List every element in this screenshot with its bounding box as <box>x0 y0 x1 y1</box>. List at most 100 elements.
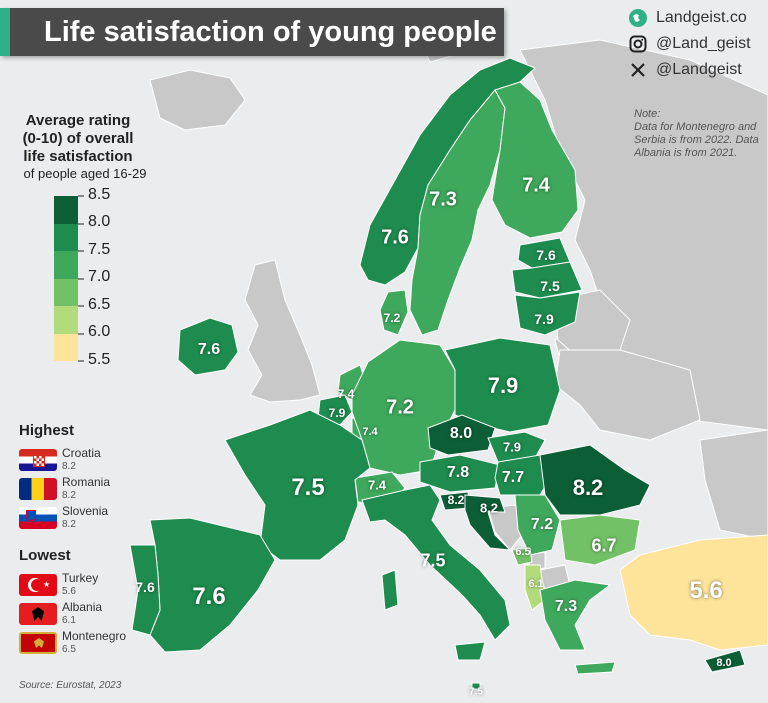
value-label-estonia: 7.6 <box>536 247 556 263</box>
page-title: Life satisfaction of young people <box>44 16 497 48</box>
value-label-germany: 7.2 <box>386 396 414 419</box>
lowest-title: Lowest <box>19 547 71 564</box>
value-label-norway: 7.6 <box>381 226 409 249</box>
entry-value: 8.2 <box>62 461 76 472</box>
turkey-flag-icon: ★ <box>19 574 57 596</box>
value-label-denmark: 7.2 <box>383 311 401 325</box>
region-sicily <box>454 641 486 661</box>
iceland-shape <box>149 69 246 131</box>
globe-icon <box>628 8 648 28</box>
value-label-czechia: 8.0 <box>449 425 473 442</box>
note-heading: Note: <box>634 108 661 120</box>
region-albania <box>524 564 546 611</box>
value-label-slovakia: 7.9 <box>502 439 522 455</box>
highest-entry-slovenia: Slovenia 8.2 <box>19 505 108 531</box>
entry-country: Montenegro <box>62 629 127 643</box>
scale-swatch <box>54 196 78 224</box>
social-row-x[interactable]: @Landgeist <box>628 58 768 82</box>
region-portugal <box>129 544 161 636</box>
source-caption: Source: Eurostat, 2023 <box>19 680 122 691</box>
value-label-croatia: 8.2 <box>479 500 499 516</box>
value-label-italy: 7.5 <box>420 550 446 571</box>
value-label-luxembourg: 7.4 <box>362 426 378 438</box>
region-ireland <box>177 317 239 376</box>
region-greece <box>539 579 612 651</box>
region-czechia <box>427 414 496 456</box>
social-row-instagram[interactable]: @Land_geist <box>628 32 768 56</box>
scale-swatch <box>54 251 78 279</box>
value-label-netherlands: 7.4 <box>337 387 355 401</box>
entry-country: Romania <box>62 475 111 489</box>
value-label-sweden: 7.3 <box>429 188 457 211</box>
scale-swatch <box>54 334 78 361</box>
lowest-entry-albania: Albania 6.1 <box>19 601 102 627</box>
value-label-switzerland: 7.4 <box>367 477 387 493</box>
albania-flag-icon <box>19 603 57 625</box>
scale-label: 5.5 <box>88 351 111 368</box>
region-poland <box>444 337 561 433</box>
romania-flag-icon <box>19 478 57 500</box>
value-label-slovenia: 8.2 <box>447 493 465 507</box>
social-links: Landgeist.co @Land_geist @Landgeist <box>628 6 768 84</box>
legend-title-line: life satisfaction <box>23 148 133 165</box>
scale-label: 7.5 <box>88 241 111 258</box>
region-cyprus <box>704 649 746 673</box>
scale-label: 6.0 <box>88 323 111 340</box>
x-icon <box>628 60 648 80</box>
region-crete <box>574 661 616 675</box>
scale-swatch <box>54 279 78 306</box>
region-croatia <box>464 494 512 551</box>
value-label-poland: 7.9 <box>487 373 519 398</box>
region-lithuania <box>514 291 581 336</box>
instagram-text: @Land_geist <box>656 35 751 52</box>
data-countries <box>129 57 768 690</box>
region-denmark <box>379 289 409 336</box>
legend-title: Average rating (0-10) of overall life sa… <box>14 112 142 166</box>
slovenia-flag-icon <box>19 507 57 529</box>
value-label-france: 7.5 <box>291 474 325 501</box>
region-sweden <box>409 89 506 336</box>
montenegro-flag-icon <box>19 632 57 654</box>
value-label-portugal: 7.6 <box>135 579 155 595</box>
value-label-spain: 7.6 <box>192 583 226 610</box>
social-row-website[interactable]: Landgeist.co <box>628 6 768 30</box>
x-text: @Landgeist <box>656 61 742 78</box>
value-label-malta: 7.5 <box>469 686 483 698</box>
region-bulgaria <box>559 514 641 566</box>
scale-label: 8.0 <box>88 213 111 230</box>
value-label-belgium: 7.9 <box>328 406 346 420</box>
scale-label: 6.5 <box>88 296 111 313</box>
value-label-finland: 7.4 <box>522 174 550 197</box>
region-austria <box>419 454 501 493</box>
entry-value: 6.1 <box>62 615 76 626</box>
value-label-albania: 6.1 <box>528 578 544 590</box>
legend-color-scale <box>54 195 84 362</box>
region-romania <box>539 444 651 516</box>
region-montenegro <box>511 547 533 566</box>
entry-country: Turkey <box>62 571 99 585</box>
entry-country: Slovenia <box>62 504 109 518</box>
instagram-icon <box>628 34 648 54</box>
highest-title: Highest <box>19 422 75 439</box>
region-italy <box>361 484 511 641</box>
scale-label: 7.0 <box>88 268 111 285</box>
value-label-latvia: 7.5 <box>540 278 560 294</box>
region-latvia <box>511 261 583 299</box>
no-data-countries <box>149 34 768 591</box>
entry-value: 8.2 <box>62 490 76 501</box>
region-finland <box>491 81 579 239</box>
value-label-montenegro: 6.5 <box>515 546 531 558</box>
scale-label: 8.5 <box>88 186 111 203</box>
value-label-serbia: 7.2 <box>530 516 554 533</box>
region-sardinia <box>381 569 399 611</box>
entry-country: Albania <box>62 600 103 614</box>
value-label-hungary: 7.7 <box>501 469 525 486</box>
note-line: Albania is from 2021. <box>634 147 738 159</box>
legend-subtitle: of people aged 16-29 <box>23 166 147 181</box>
region-malta <box>471 682 481 690</box>
note-line: Data for Montenegro and <box>634 121 757 133</box>
note-line: Serbia is from 2022. Data <box>634 134 759 146</box>
lowest-entry-montenegro: Montenegro 6.5 <box>19 630 126 656</box>
